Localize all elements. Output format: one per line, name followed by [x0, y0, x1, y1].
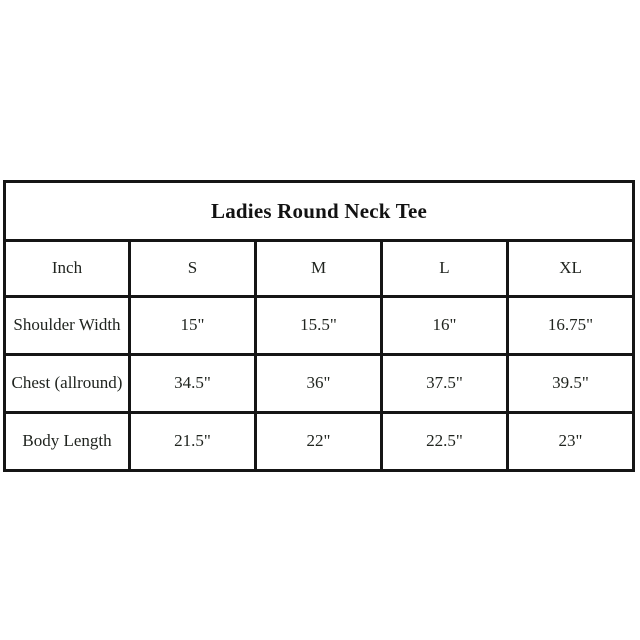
- header-cell-size-m: M: [254, 239, 383, 298]
- table-title: Ladies Round Neck Tee: [2, 180, 636, 242]
- size-chart-table: Ladies Round Neck Tee Inch S M L XL Shou…: [2, 180, 636, 472]
- header-cell-size-xl: XL: [505, 239, 636, 298]
- row-label: Chest (allround): [3, 353, 131, 414]
- header-cell-size-l: L: [380, 239, 509, 298]
- table-row-shoulder-width: Shoulder Width 15" 15.5" 16" 16.75": [3, 295, 636, 356]
- cell-value: 36": [254, 353, 383, 414]
- table-header-row: Inch S M L XL: [3, 239, 636, 298]
- table-row-body-length: Body Length 21.5" 22" 22.5" 23": [3, 411, 636, 472]
- cell-value: 22.5": [380, 411, 509, 472]
- cell-value: 15": [128, 295, 257, 356]
- cell-value: 15.5": [254, 295, 383, 356]
- cell-value: 16.75": [505, 295, 636, 356]
- header-cell-unit: Inch: [3, 239, 131, 298]
- cell-value: 16": [380, 295, 509, 356]
- cell-value: 39.5": [505, 353, 636, 414]
- cell-value: 37.5": [380, 353, 509, 414]
- cell-value: 21.5": [128, 411, 257, 472]
- row-label: Body Length: [3, 411, 131, 472]
- cell-value: 34.5": [128, 353, 257, 414]
- cell-value: 22": [254, 411, 383, 472]
- row-label: Shoulder Width: [3, 295, 131, 356]
- table-row-chest: Chest (allround) 34.5" 36" 37.5" 39.5": [3, 353, 636, 414]
- table-title-row: Ladies Round Neck Tee: [2, 180, 636, 242]
- cell-value: 23": [505, 411, 636, 472]
- header-cell-size-s: S: [128, 239, 257, 298]
